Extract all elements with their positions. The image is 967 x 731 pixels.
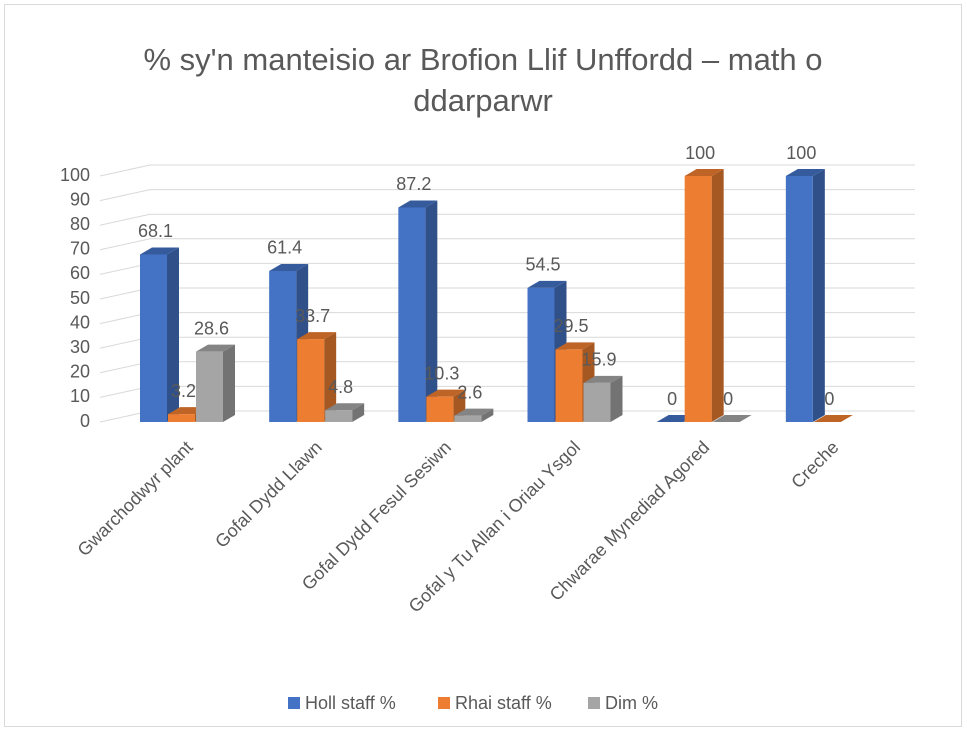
bar-top: [297, 332, 337, 340]
bar: [785, 176, 813, 422]
bar-top: [269, 263, 309, 271]
chart-title: % sy'n manteisio ar Brofion Llif Unfford…: [143, 42, 822, 118]
y-tick-label: 80: [70, 214, 90, 234]
bar-side: [711, 169, 724, 422]
bar: [325, 410, 353, 422]
bar: [527, 287, 555, 422]
bar-top: [527, 280, 567, 288]
bar-top: [325, 403, 365, 411]
bar: [168, 414, 195, 422]
y-tick-label: 70: [70, 239, 90, 259]
data-label: 0: [667, 389, 677, 409]
bar: [297, 339, 325, 422]
bar-top: [813, 415, 853, 422]
grid-line: [99, 164, 915, 177]
y-tick-label: 10: [70, 386, 90, 406]
grid-line: [99, 213, 915, 226]
bar: [269, 270, 297, 422]
legend-swatch: [438, 697, 450, 709]
bar-top: [196, 344, 235, 352]
grid-line: [99, 189, 915, 202]
bar-side: [167, 247, 179, 422]
bar: [555, 349, 583, 422]
data-label: 33.7: [295, 306, 330, 326]
y-tick-label: 90: [70, 189, 90, 209]
data-label: 29.5: [553, 316, 588, 336]
legend-label: Dim %: [605, 693, 658, 713]
bar-top: [712, 415, 752, 422]
bar-side: [425, 200, 438, 422]
data-label: 87.2: [396, 174, 431, 194]
bar: [426, 396, 454, 422]
bar-side: [610, 375, 623, 422]
y-tick-label: 60: [70, 263, 90, 283]
legend-label: Holl staff %: [305, 693, 396, 713]
bar-side: [324, 332, 337, 422]
y-tick-label: 40: [70, 312, 90, 332]
bar: [398, 207, 426, 422]
bar-side: [481, 408, 494, 422]
bar: [684, 176, 712, 422]
data-label: 15.9: [581, 350, 616, 370]
data-label: 68.1: [138, 221, 173, 241]
data-label: 10.3: [424, 363, 459, 383]
data-label: 61.4: [267, 238, 302, 258]
y-tick-label: 0: [80, 411, 90, 431]
bar-side: [352, 403, 365, 422]
bar: [196, 351, 223, 422]
bar: [583, 382, 611, 422]
y-tick-label: 50: [70, 288, 90, 308]
y-tick-label: 100: [60, 165, 90, 185]
bar-top: [140, 247, 179, 255]
bar-top: [583, 375, 623, 383]
data-label: 4.8: [328, 377, 353, 397]
bar: [454, 415, 482, 422]
bar-top: [398, 200, 438, 208]
data-label: 3.2: [171, 381, 196, 401]
data-label: 0: [824, 389, 834, 409]
bar-top: [555, 342, 595, 350]
data-label: 0: [723, 389, 733, 409]
bar-side: [223, 344, 235, 422]
bar: [140, 254, 167, 422]
bar-top: [426, 389, 466, 397]
legend-label: Rhai staff %: [455, 693, 552, 713]
data-label: 100: [786, 143, 816, 163]
data-label: 2.6: [457, 382, 482, 402]
grid-line: [99, 238, 915, 251]
bar-top: [454, 408, 494, 416]
data-label: 28.6: [194, 318, 229, 338]
y-tick-label: 20: [70, 362, 90, 382]
data-label: 100: [685, 143, 715, 163]
data-label: 54.5: [525, 255, 560, 275]
legend-swatch: [588, 697, 600, 709]
bar-side: [812, 169, 825, 422]
bar-top: [684, 169, 724, 176]
legend-swatch: [288, 697, 300, 709]
bar-top: [785, 169, 825, 176]
y-tick-label: 30: [70, 337, 90, 357]
